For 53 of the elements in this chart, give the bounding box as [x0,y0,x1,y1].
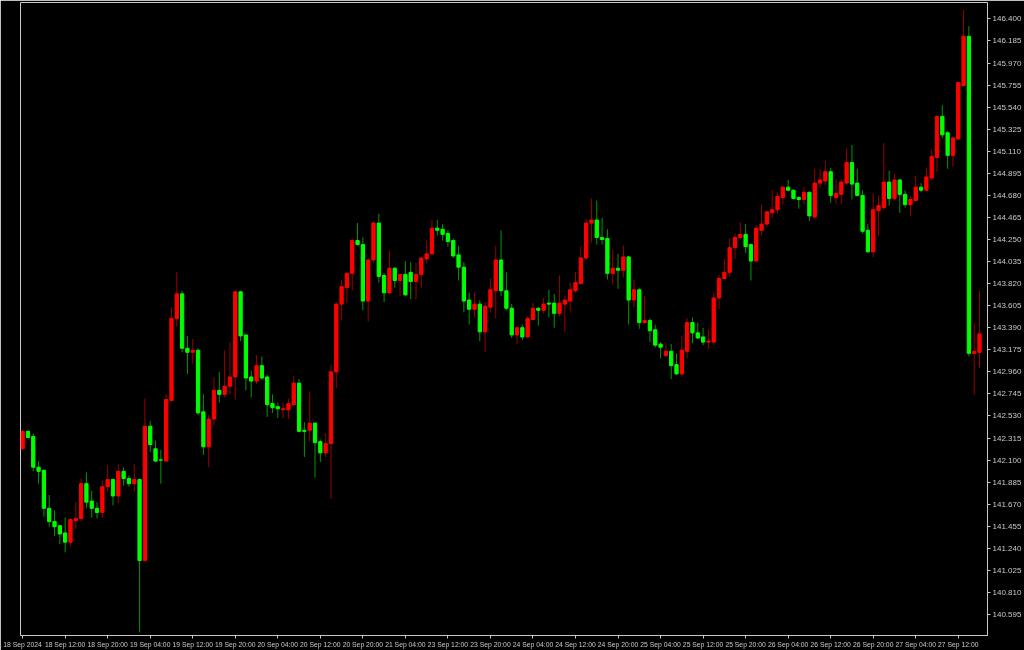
candlestick [663,342,669,358]
candlestick [217,371,222,404]
y-tick-label: 145.540 [992,102,1022,112]
y-tick-label: 142.100 [992,455,1022,465]
y-tick-label: 141.025 [992,565,1022,575]
y-tick-label: 143.390 [992,323,1022,333]
candlestick [190,338,195,365]
candlestick [887,170,892,207]
candlestick [20,429,25,451]
candlestick [397,273,403,297]
candlestick [610,249,615,286]
candlestick [110,478,116,506]
candlestick [801,186,807,206]
y-tick-label: 143.175 [992,345,1022,355]
y-tick-label: 143.605 [992,301,1022,311]
candlestick [536,306,541,327]
y-tick-label: 145.970 [992,58,1022,68]
y-tick-label: 144.035 [992,257,1022,267]
y-tick-label: 142.530 [992,411,1022,421]
candlestick [148,420,153,453]
candlestick [132,463,137,493]
candlestick [828,167,833,204]
y-tick-label: 145.755 [992,80,1022,90]
candlestick [514,326,520,345]
candlestick [307,390,312,443]
y-tick-label: 144.895 [992,168,1022,178]
y-tick-label: 141.455 [992,521,1022,531]
candlestick [621,245,626,278]
y-tick-label: 141.240 [992,543,1022,553]
y-tick-label: 141.885 [992,477,1022,487]
y-tick-label: 144.465 [992,212,1022,222]
y-tick-label: 140.810 [992,587,1022,597]
candlestick [472,292,477,318]
candlestick [892,173,897,201]
y-tick-label: 140.595 [992,609,1022,619]
y-tick-label: 146.400 [992,14,1022,24]
candlestick [254,354,259,385]
candlestick [918,182,924,193]
y-tick-label: 143.820 [992,279,1022,289]
candlestick [642,295,647,325]
y-tick-label: 141.670 [992,499,1022,509]
candlestick [631,279,637,308]
y-tick-label: 144.250 [992,234,1022,244]
candlestick [615,253,621,290]
y-tick-label: 142.960 [992,367,1022,377]
candlestick [392,266,397,289]
candlestick [807,190,812,222]
y-tick-label: 145.325 [992,124,1022,134]
y-tick-label: 142.315 [992,433,1022,443]
y-tick-label: 146.185 [992,36,1022,46]
y-tick-label: 145.110 [992,146,1022,156]
y-tick-label: 142.745 [992,389,1022,399]
y-tick-label: 144.680 [992,190,1022,200]
